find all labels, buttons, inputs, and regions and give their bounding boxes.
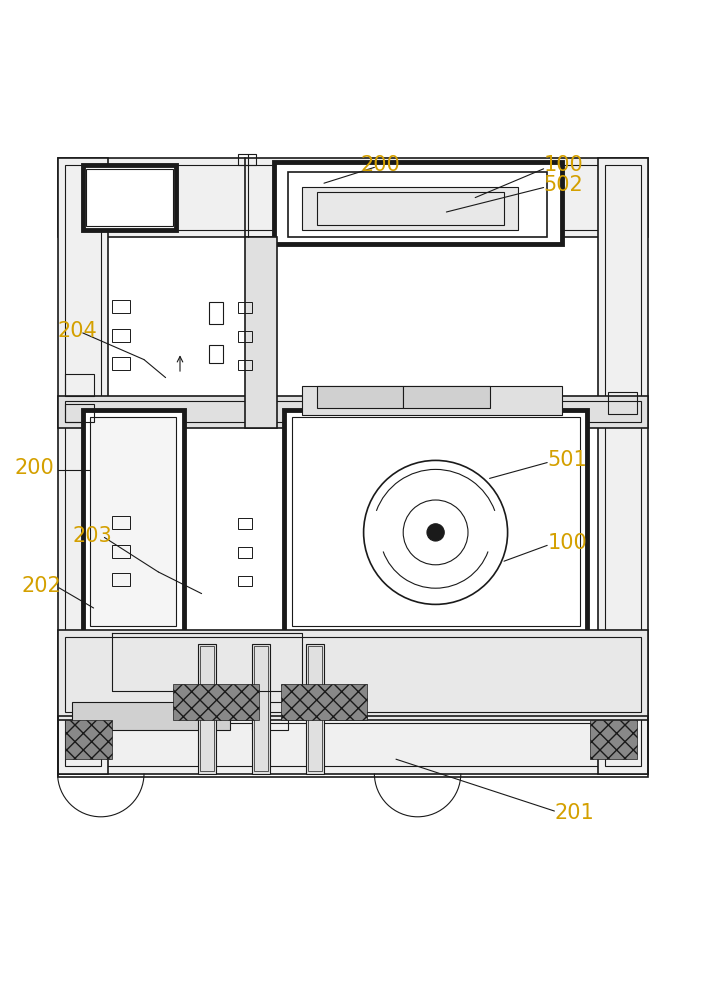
Bar bbox=[83, 165, 176, 230]
Bar bbox=[317, 386, 403, 408]
Bar bbox=[198, 644, 216, 774]
Bar bbox=[252, 702, 288, 730]
Bar bbox=[58, 158, 648, 237]
Text: 502: 502 bbox=[544, 175, 583, 195]
Text: 200: 200 bbox=[360, 155, 400, 175]
Bar bbox=[403, 386, 490, 408]
Bar bbox=[65, 404, 94, 422]
Text: 501: 501 bbox=[547, 450, 587, 470]
Bar bbox=[605, 165, 641, 766]
Text: 200: 200 bbox=[14, 458, 54, 478]
Bar bbox=[112, 329, 130, 342]
Bar bbox=[58, 716, 648, 774]
Bar bbox=[238, 154, 256, 165]
Bar bbox=[598, 158, 648, 774]
Bar bbox=[65, 720, 112, 759]
Bar bbox=[317, 192, 504, 225]
Bar bbox=[86, 169, 173, 226]
Bar bbox=[112, 357, 130, 370]
Bar bbox=[302, 187, 518, 230]
Bar bbox=[72, 702, 230, 730]
Text: 100: 100 bbox=[547, 533, 587, 553]
Text: 203: 203 bbox=[72, 526, 112, 546]
Bar bbox=[238, 360, 252, 370]
Bar bbox=[112, 545, 130, 558]
Bar bbox=[238, 302, 252, 313]
Bar bbox=[284, 410, 587, 633]
Bar bbox=[58, 396, 648, 428]
Text: 204: 204 bbox=[58, 321, 97, 341]
Text: 201: 201 bbox=[554, 803, 594, 823]
Bar bbox=[65, 165, 641, 230]
Circle shape bbox=[427, 524, 444, 541]
Bar bbox=[238, 547, 252, 558]
Bar bbox=[83, 410, 184, 633]
Bar bbox=[238, 331, 252, 342]
Bar bbox=[288, 172, 547, 237]
Bar bbox=[112, 516, 130, 529]
Bar bbox=[65, 401, 641, 422]
Bar bbox=[254, 646, 268, 771]
Bar bbox=[306, 644, 324, 774]
Bar bbox=[58, 158, 108, 774]
Bar bbox=[302, 386, 562, 415]
Text: 202: 202 bbox=[22, 576, 61, 596]
Bar bbox=[245, 237, 277, 428]
Bar bbox=[252, 644, 270, 774]
Bar bbox=[209, 302, 223, 324]
Bar bbox=[58, 630, 648, 720]
Bar bbox=[112, 573, 130, 586]
Text: 100: 100 bbox=[544, 155, 583, 175]
Bar bbox=[292, 417, 580, 626]
Polygon shape bbox=[112, 633, 302, 691]
Bar bbox=[65, 637, 641, 712]
Bar bbox=[238, 576, 252, 586]
Bar bbox=[65, 165, 101, 766]
Bar bbox=[65, 374, 94, 396]
Bar bbox=[112, 300, 130, 313]
Bar bbox=[308, 646, 322, 771]
Bar bbox=[281, 684, 367, 720]
Bar bbox=[173, 684, 259, 720]
Bar bbox=[90, 417, 176, 626]
Bar bbox=[274, 162, 562, 244]
Bar bbox=[200, 646, 214, 771]
Bar bbox=[608, 392, 637, 414]
Bar bbox=[209, 345, 223, 363]
Bar bbox=[238, 518, 252, 529]
Bar bbox=[590, 720, 637, 759]
Bar bbox=[58, 716, 648, 777]
Bar bbox=[65, 723, 641, 766]
